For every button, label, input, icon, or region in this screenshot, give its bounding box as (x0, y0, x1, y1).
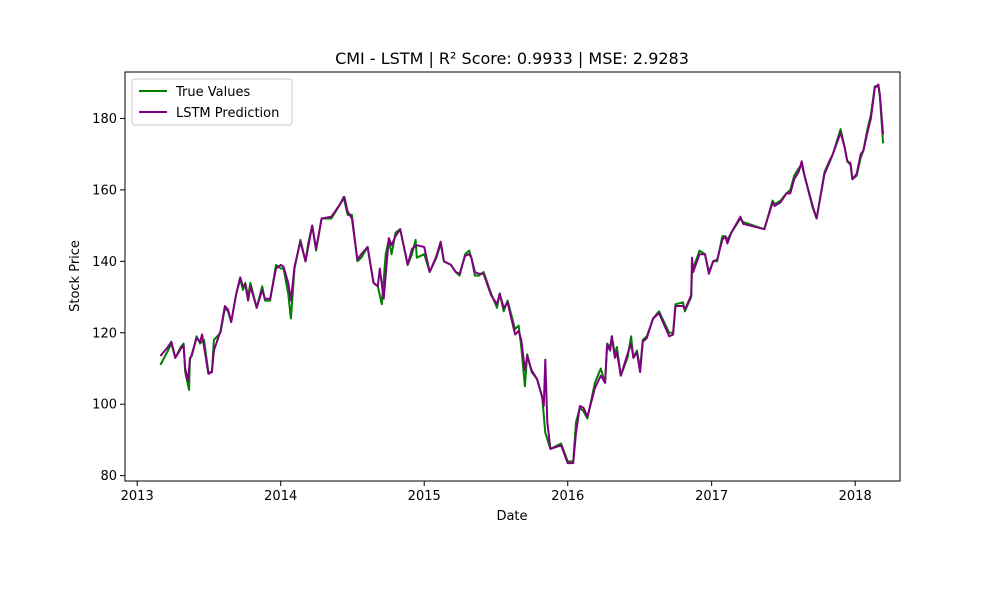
chart-title: CMI - LSTM | R² Score: 0.9933 | MSE: 2.9… (335, 49, 689, 68)
plot-lines (159, 83, 885, 465)
x-tick-label: 2016 (551, 489, 584, 504)
y-tick-label: 160 (92, 183, 117, 198)
series-line-lstm-prediction (159, 83, 885, 465)
legend-label-true-values: True Values (175, 85, 250, 100)
y-axis-label: Stock Price (68, 240, 83, 312)
legend-label-lstm-prediction: LSTM Prediction (176, 106, 279, 121)
legend: True Values LSTM Prediction (131, 78, 293, 126)
y-tick-label: 140 (92, 255, 117, 270)
x-axis: 2013 2014 2015 2016 2017 2018 (121, 481, 872, 504)
y-tick-label: 80 (100, 469, 117, 484)
y-tick-label: 120 (92, 326, 117, 341)
x-axis-label: Date (496, 509, 527, 524)
x-tick-label: 2017 (695, 489, 728, 504)
y-tick-label: 180 (92, 112, 117, 127)
y-axis: 80 100 120 140 160 180 (92, 112, 125, 484)
x-tick-label: 2014 (264, 489, 297, 504)
x-tick-label: 2013 (121, 489, 154, 504)
legend-box (131, 78, 293, 126)
y-tick-label: 100 (92, 398, 117, 413)
plot-frame (124, 71, 901, 482)
x-tick-label: 2018 (839, 489, 872, 504)
x-tick-label: 2015 (408, 489, 441, 504)
series-line-true-values (159, 85, 885, 463)
